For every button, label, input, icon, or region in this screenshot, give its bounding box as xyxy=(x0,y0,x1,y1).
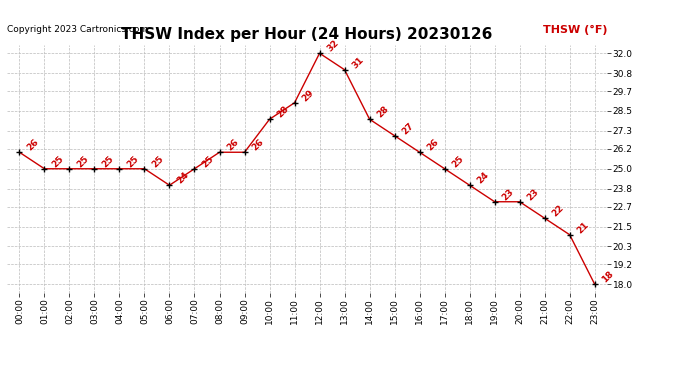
Title: THSW Index per Hour (24 Hours) 20230126: THSW Index per Hour (24 Hours) 20230126 xyxy=(121,27,493,42)
Text: THSW (°F): THSW (°F) xyxy=(543,25,607,35)
Text: 27: 27 xyxy=(400,121,415,136)
Text: 28: 28 xyxy=(375,105,391,120)
Text: 25: 25 xyxy=(125,154,140,170)
Text: 23: 23 xyxy=(525,187,540,202)
Text: 26: 26 xyxy=(425,138,440,153)
Text: 24: 24 xyxy=(475,171,491,186)
Text: 25: 25 xyxy=(450,154,465,170)
Text: 25: 25 xyxy=(150,154,165,170)
Text: Copyright 2023 Cartronics.com: Copyright 2023 Cartronics.com xyxy=(7,25,148,34)
Text: 29: 29 xyxy=(300,88,315,104)
Text: 24: 24 xyxy=(175,171,190,186)
Text: 25: 25 xyxy=(75,154,90,170)
Text: 25: 25 xyxy=(200,154,215,170)
Text: 25: 25 xyxy=(100,154,115,170)
Text: 31: 31 xyxy=(350,55,365,70)
Text: 25: 25 xyxy=(50,154,65,170)
Text: 22: 22 xyxy=(550,204,565,219)
Text: 28: 28 xyxy=(275,105,290,120)
Text: 32: 32 xyxy=(325,39,340,54)
Text: 26: 26 xyxy=(25,138,40,153)
Text: 23: 23 xyxy=(500,187,515,202)
Text: 18: 18 xyxy=(600,270,615,285)
Text: 26: 26 xyxy=(225,138,240,153)
Text: 21: 21 xyxy=(575,220,591,236)
Text: 26: 26 xyxy=(250,138,265,153)
